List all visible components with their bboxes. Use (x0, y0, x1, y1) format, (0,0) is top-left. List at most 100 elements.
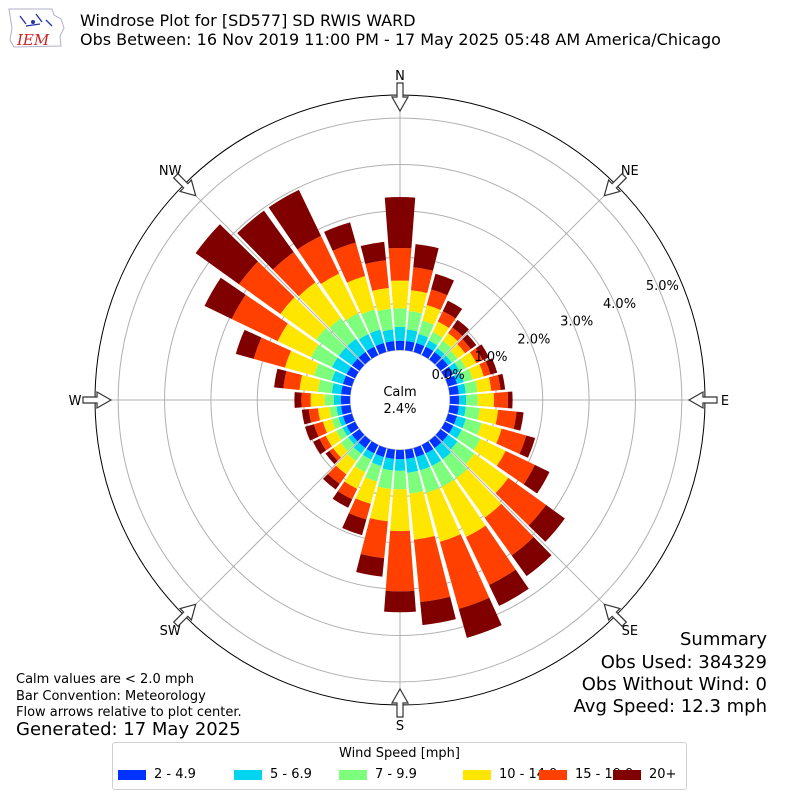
windrose-bar-segment (450, 344, 466, 359)
windrose-bar-segment (366, 346, 379, 359)
legend-swatch (118, 769, 146, 780)
flow-arrow-icon (603, 603, 628, 628)
windrose-bar-segment (331, 383, 343, 395)
windrose-bar-segment (410, 267, 433, 294)
legend-label: 5 - 6.9 (270, 767, 312, 782)
windrose-bar-segment (439, 534, 490, 609)
windrose-bar-segment (470, 348, 483, 364)
windrose-bar-segment (308, 408, 321, 423)
windrose-bar-segment (465, 453, 509, 494)
windrose-bar-segment (407, 311, 423, 332)
windrose-bar-segment (465, 525, 516, 586)
windrose-bar-segment (237, 210, 294, 270)
windrose-bar-segment (426, 487, 461, 542)
windrose-bar-segment (456, 468, 502, 518)
windrose-bar-segment (464, 380, 478, 394)
windrose-bar-segment (452, 319, 469, 337)
legend-item: 2 - 4.9 (118, 767, 196, 782)
windrose-bar-segment (340, 395, 351, 405)
windrose-bar-segment (382, 457, 395, 471)
legend-label: 7 - 9.9 (375, 767, 417, 782)
windrose-bar-segment (280, 297, 327, 340)
windrose-bar-segment (421, 441, 434, 454)
chart-title: Windrose Plot for [SD577] SD RWIS WARD (80, 11, 416, 30)
windrose-bar-segment (450, 441, 475, 465)
windrose-bar-segment (342, 513, 367, 536)
windrose-bar-segment (346, 421, 359, 434)
windrose-bar-segment (341, 385, 352, 396)
windrose-bar-segment (442, 333, 458, 348)
summary-avg-speed: Avg Speed: 12.3 mph (573, 696, 767, 717)
direction-label: N (395, 69, 405, 84)
summary-title: Summary (680, 629, 767, 650)
windrose-bar-segment (268, 189, 322, 250)
flow-arrow-icon (603, 172, 628, 197)
flow-arrow-icon (390, 687, 410, 718)
windrose-bar-segment (347, 447, 362, 462)
windrose-bar-segment (462, 418, 482, 435)
direction-label: SE (622, 624, 638, 639)
windrose-bar-segment (395, 449, 405, 460)
windrose-bar-segment (301, 392, 311, 408)
grid-spoke (435, 435, 617, 617)
windrose-bar-segment (348, 434, 358, 445)
windrose-bar-segment (277, 323, 319, 358)
windrose-bar-segment (416, 334, 429, 346)
windrose-bar-segment (377, 308, 393, 332)
calm-label: Calm (383, 385, 416, 400)
windrose-bar-segment (428, 331, 443, 346)
radial-tick-label: 1.0% (475, 350, 508, 365)
windrose-bar-segment (313, 363, 336, 381)
chart-subtitle: Obs Between: 16 Nov 2019 11:00 PM - 17 M… (80, 30, 721, 49)
windrose-bar-segment (432, 321, 450, 338)
windrose-bar-segment (457, 405, 466, 417)
windrose-bar-segment (413, 445, 425, 458)
windrose-bar-segment (316, 327, 346, 356)
bar-convention-note: Bar Convention: Meteorology (16, 689, 206, 704)
windrose-bar-segment (335, 454, 356, 475)
windrose-bar-segment (496, 450, 535, 485)
windrose-bar-segment (454, 416, 466, 429)
windrose-bar-segment (331, 370, 346, 384)
windrose-bar-segment (493, 391, 508, 409)
windrose-bar-segment (322, 419, 336, 433)
windrose-bar-segment (448, 327, 463, 341)
windrose-bar-segment (298, 282, 342, 328)
windrose-bar-segment (375, 342, 387, 355)
calm-circle (351, 351, 449, 449)
windrose-bar-segment (459, 395, 467, 405)
windrose-bar-segment (511, 536, 552, 577)
calm-note: Calm values are < 2.0 mph (16, 672, 195, 687)
windrose-bar-segment (393, 470, 407, 490)
windrose-bar-segment (445, 413, 458, 425)
flow-arrow-icon (172, 172, 197, 197)
windrose-bar-segment (407, 470, 424, 494)
windrose-bar-segment (344, 466, 366, 489)
windrose-bar-segment (434, 442, 452, 460)
windrose-bar-segment (404, 448, 415, 459)
windrose-bar-segment (445, 375, 458, 387)
windrose-bar-segment (458, 597, 502, 638)
windrose-bar-segment (409, 491, 435, 540)
windrose-bar-segment (336, 405, 343, 416)
windrose-bar-segment (413, 342, 425, 355)
windrose-bar-segment (441, 479, 486, 537)
windrose-bar-segment (331, 357, 352, 375)
windrose-bar-segment (355, 477, 378, 504)
windrose-bar-segment (272, 252, 316, 297)
windrose-bar-segment (313, 438, 327, 455)
windrose-bar-segment (523, 464, 550, 494)
windrose-bar-segment (347, 338, 366, 358)
windrose-bar-segment (477, 407, 499, 425)
direction-label: S (396, 719, 404, 734)
windrose-bar-segment (460, 352, 477, 369)
windrose-bar-segment (358, 334, 375, 352)
windrose-bar-segment (342, 425, 352, 437)
legend-swatch (234, 769, 262, 780)
legend-swatch (463, 769, 491, 780)
windrose-bar-segment (425, 340, 438, 352)
windrose-bar-segment (488, 375, 501, 391)
windrose-bar-segment (235, 329, 262, 359)
windrose-bar-segment (336, 427, 348, 440)
